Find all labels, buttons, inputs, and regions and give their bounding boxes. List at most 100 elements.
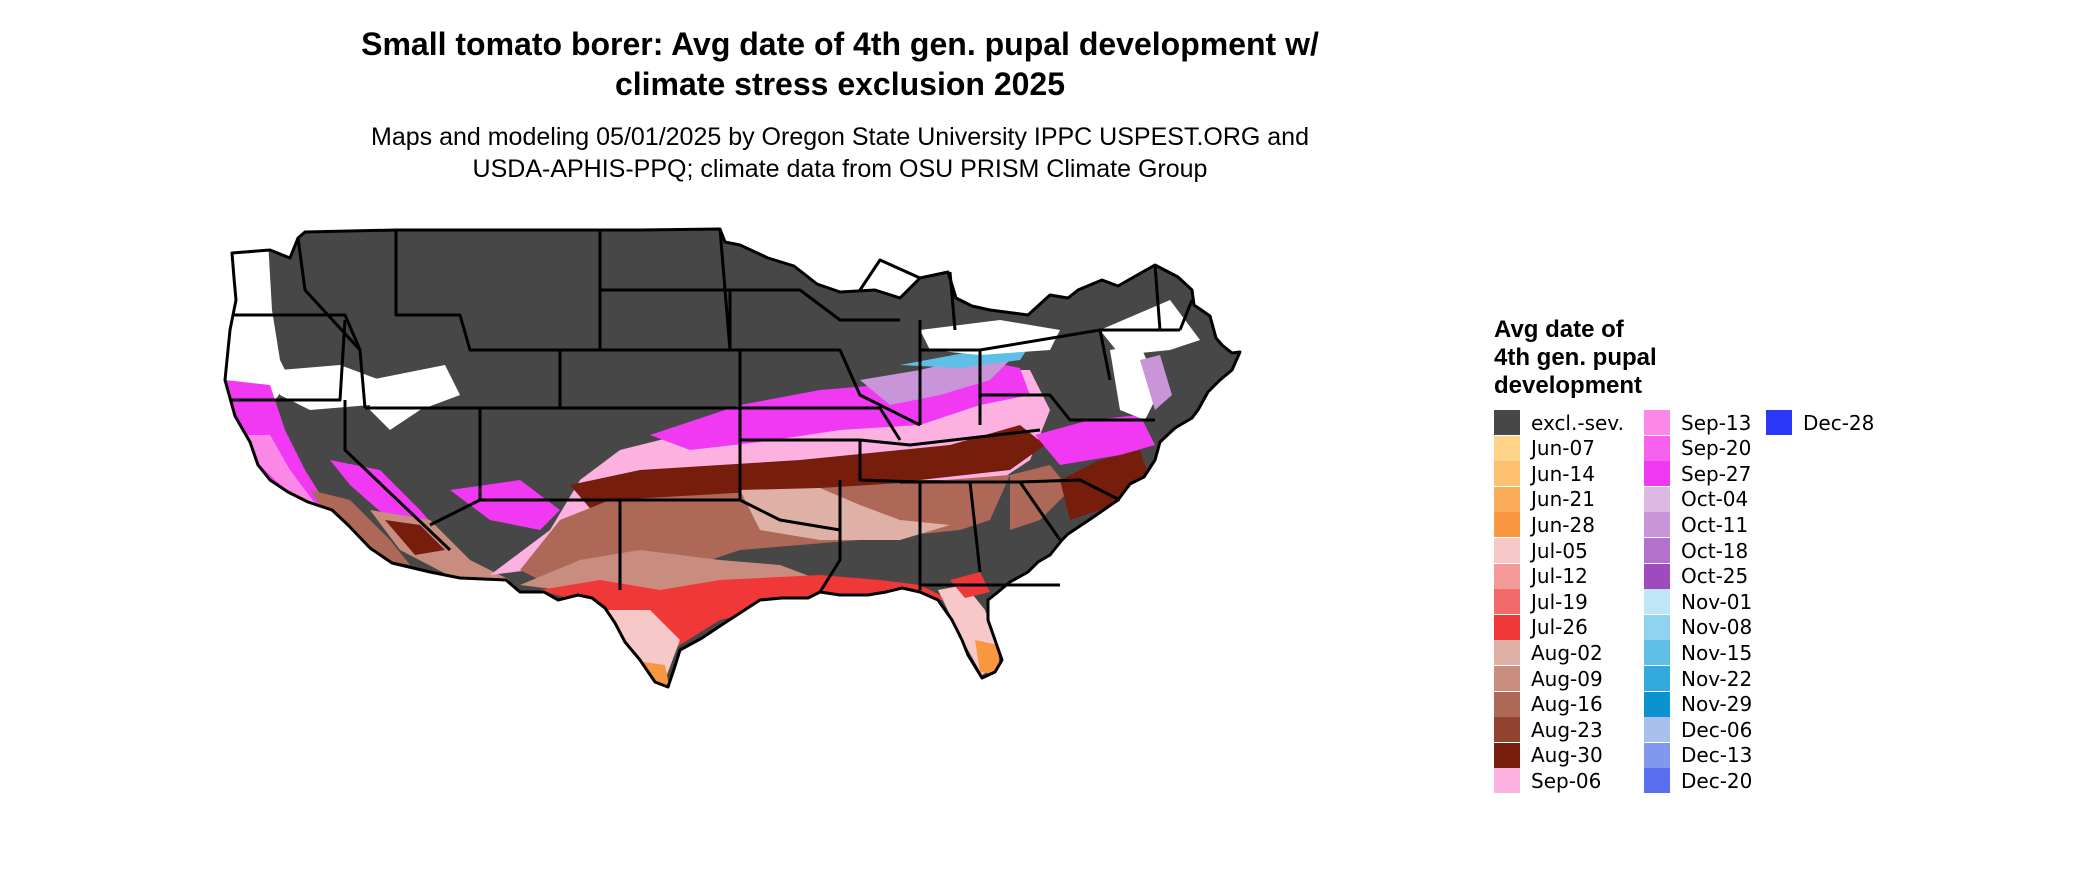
legend-swatch [1644, 461, 1670, 487]
legend-item: Aug-30 [1494, 742, 1603, 768]
subtitle-line-1: Maps and modeling 05/01/2025 by Oregon S… [371, 123, 1309, 151]
legend-label: Jul-26 [1531, 615, 1588, 640]
legend-item: Aug-23 [1494, 717, 1603, 743]
legend-label: Jul-12 [1531, 564, 1588, 589]
legend-item: Oct-11 [1644, 512, 1748, 538]
legend-item: Nov-22 [1644, 666, 1752, 691]
border-ar-ms [858, 440, 922, 590]
border-nv-ca [343, 400, 452, 552]
map-subtitle: Maps and modeling 05/01/2025 by Oregon S… [280, 121, 1400, 185]
legend-label: Sep-06 [1531, 768, 1602, 793]
legend-swatch [1644, 614, 1670, 640]
border-ks-mo [740, 406, 902, 441]
border-mn-ia [728, 288, 900, 350]
legend-swatch [1644, 691, 1670, 717]
legend-swatch [1644, 410, 1670, 435]
pa-nj-white [1100, 300, 1200, 355]
border-ok-ar-tn [740, 428, 1041, 447]
florida-south-orange [975, 640, 1000, 675]
map-title: Small tomato borer: Avg date of 4th gen.… [280, 24, 1400, 104]
legend-item: Jun-21 [1494, 486, 1595, 512]
legend-item: Dec-13 [1644, 742, 1753, 768]
kentucky-purple [860, 358, 1010, 405]
legend-label: Aug-30 [1531, 743, 1603, 768]
border-sc-nc [1019, 478, 1121, 502]
legend-label: Nov-29 [1681, 692, 1753, 717]
legend-title-line-3: development [1494, 372, 1643, 399]
legend-item: Sep-13 [1644, 410, 1751, 435]
legend-item: excl.-sev. [1494, 410, 1624, 435]
legend-swatch [1644, 640, 1670, 666]
legend-swatch [1494, 614, 1520, 640]
legend-item: Oct-04 [1644, 486, 1748, 512]
legend-item: Jun-28 [1494, 512, 1595, 538]
legend-label: Aug-09 [1531, 666, 1603, 691]
gulf-coast-red [540, 575, 950, 660]
border-la [818, 480, 842, 593]
legend-swatch [1494, 563, 1520, 589]
nw-white-region [225, 240, 290, 420]
legend-item: Jun-07 [1494, 435, 1595, 461]
legend-label: Nov-08 [1681, 615, 1753, 640]
legend-label: Jun-28 [1531, 512, 1595, 537]
legend-label: Aug-16 [1531, 692, 1603, 717]
ca-coast-magenta [225, 380, 390, 560]
virginia-magenta [1035, 415, 1155, 465]
south-texas-pink [600, 610, 680, 680]
legend-swatch [1494, 717, 1520, 743]
legend-title-line-1: Avg date of [1494, 316, 1624, 343]
legend-item: Sep-20 [1644, 435, 1752, 461]
legend-swatch [1494, 589, 1520, 615]
border-ct [1178, 299, 1194, 331]
legend-swatch [1644, 435, 1670, 461]
legend-item: Jun-14 [1494, 461, 1595, 487]
legend-swatch [1494, 640, 1520, 666]
border-nv-ut [365, 406, 482, 527]
title-line-2: climate stress exclusion 2025 [614, 66, 1066, 102]
legend-label: Dec-20 [1681, 768, 1753, 793]
legend-title: Avg date of 4th gen. pupal development [1494, 316, 1657, 400]
legend-label: Jun-07 [1531, 436, 1595, 461]
legend-item: Nov-29 [1644, 691, 1753, 717]
legend-label: Aug-02 [1531, 640, 1603, 665]
legend-item: Oct-25 [1644, 563, 1749, 589]
legend-item: Sep-06 [1494, 768, 1602, 794]
legend-swatch [1494, 538, 1520, 563]
legend-label: Sep-20 [1681, 436, 1752, 461]
us-map [223, 227, 1242, 689]
ca-coast-pink [245, 435, 320, 510]
legend-swatch [1644, 512, 1670, 538]
legend-item: Nov-01 [1644, 589, 1752, 615]
legend-swatch [1644, 742, 1670, 768]
border-or-ca [232, 319, 347, 402]
legend-item: Jul-05 [1494, 538, 1588, 563]
ca-valley-brown [310, 490, 410, 565]
legend-swatch [1494, 691, 1520, 717]
legend-label: Jun-14 [1531, 461, 1595, 486]
legend-swatch [1494, 768, 1520, 794]
nc-coast-dark [1060, 450, 1150, 520]
legend-item: Dec-28 [1766, 410, 1874, 435]
legend-label: Jun-21 [1531, 487, 1595, 512]
legend-label: Jul-19 [1531, 589, 1588, 614]
chesapeake-purple [1140, 355, 1172, 410]
idaho-white-region [370, 365, 460, 430]
border-id [296, 237, 367, 409]
legend-label: Oct-25 [1681, 564, 1749, 589]
legend-title-line-2: 4th gen. pupal [1494, 344, 1657, 371]
legend-label: Oct-18 [1681, 538, 1749, 563]
legend-label: Jul-05 [1531, 538, 1588, 563]
legend-swatch [1766, 410, 1792, 435]
legend-swatch [1494, 435, 1520, 461]
legend-swatch [1644, 589, 1670, 615]
aug02-region [740, 488, 950, 540]
legend-swatch [1494, 461, 1520, 487]
legend-label: Nov-22 [1681, 666, 1753, 691]
title-line-1: Small tomato borer: Avg date of 4th gen.… [361, 26, 1319, 62]
legend-label: Dec-13 [1681, 743, 1753, 768]
subtitle-line-2: USDA-APHIS-PPQ; climate data from OSU PR… [472, 155, 1208, 183]
legend-item: Aug-09 [1494, 666, 1603, 691]
legend-item: Dec-20 [1644, 768, 1753, 794]
legend-swatch [1644, 538, 1670, 563]
legend-label: Sep-27 [1681, 461, 1752, 486]
